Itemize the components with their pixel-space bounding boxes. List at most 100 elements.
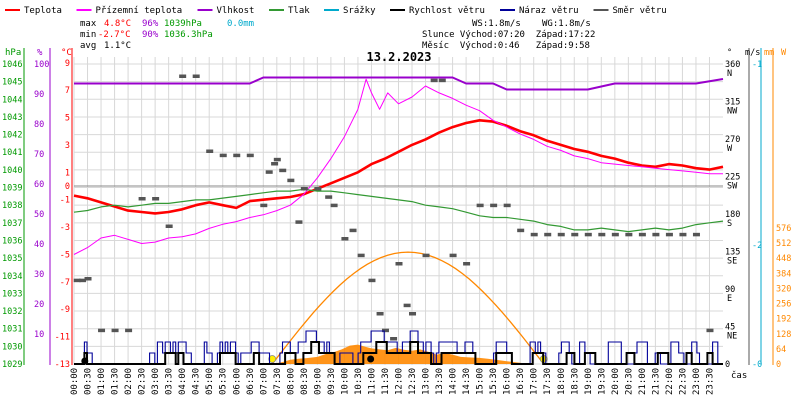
legend-item: Srážky — [324, 6, 376, 16]
stats-min-label: min — [80, 30, 96, 40]
wind-direction-point — [430, 78, 438, 83]
x-tick-label: 05:00 — [205, 368, 215, 395]
series-humidity — [74, 76, 724, 91]
y-tick-wm2: 64 — [776, 345, 786, 355]
wind-direction-point — [273, 157, 281, 162]
y-tick-wm2: 0 — [776, 360, 781, 370]
x-tick-label: 15:00 — [476, 368, 486, 395]
wind-direction-point — [295, 220, 303, 224]
y-tick-hpa: 1037 — [2, 219, 22, 229]
wind-direction-point — [368, 278, 376, 283]
y-tick-direction: 90 — [725, 285, 735, 295]
y-tick-hpa: 1036 — [2, 236, 22, 246]
wind-direction-point — [438, 78, 446, 83]
stats-moon: Měsíc Východ:0:46 Západ:9:58 — [422, 41, 590, 51]
y-tick-hpa: 1035 — [2, 254, 22, 264]
wind-direction-point — [192, 74, 200, 78]
y-tick-wm2: 192 — [776, 315, 791, 325]
wind-direction-point — [219, 153, 227, 158]
y-tick-ms: -2 — [752, 241, 762, 251]
y-tick-wm2: 256 — [776, 300, 791, 310]
legend-item: Rychlost větru — [390, 6, 485, 16]
solar-area — [271, 344, 534, 364]
wind-direction-point — [584, 232, 592, 237]
y-tick-hpa: 1034 — [2, 272, 22, 282]
wind-direction-point — [271, 162, 279, 166]
x-tick-label: 05:30 — [219, 368, 229, 395]
wind-direction-point — [571, 232, 579, 237]
y-tick-wm2: 384 — [776, 269, 791, 279]
x-tick-label: 01:00 — [97, 368, 107, 395]
y-tick-celsius: -3 — [60, 223, 70, 233]
y-tick-percent: 70 — [34, 150, 44, 160]
wind-direction-point — [152, 197, 160, 201]
x-tick-label: 19:00 — [584, 368, 594, 395]
wind-direction-point — [422, 253, 430, 258]
x-tick-label: 17:30 — [543, 368, 553, 395]
stats-avg-temp: 1.1°C — [104, 41, 131, 51]
x-tick-label: 23:00 — [692, 368, 702, 395]
legend-label: Náraz větru — [519, 6, 579, 16]
y-tick-percent: 40 — [34, 240, 44, 250]
y-tick-percent: 10 — [34, 330, 44, 340]
y-tick-direction-name: NE — [727, 332, 737, 342]
y-tick-ms: -1 — [752, 60, 762, 70]
y-tick-direction-name: N — [727, 69, 732, 79]
y-tick-hpa: 1041 — [2, 148, 22, 158]
axis-right-label: ° — [727, 48, 732, 58]
y-tick-percent: 50 — [34, 210, 44, 220]
x-tick-label: 01:30 — [111, 368, 121, 395]
chart-title: 13.2.2023 — [366, 50, 431, 64]
y-tick-celsius: 1 — [65, 168, 70, 178]
y-tick-hpa: 1046 — [2, 60, 22, 70]
y-tick-percent: 30 — [34, 270, 44, 280]
y-tick-celsius: -11 — [55, 333, 70, 343]
axis-right-label: W — [781, 48, 787, 58]
wind-direction-point — [517, 228, 525, 233]
wind-direction-point — [409, 312, 417, 316]
axis-hpa-label: hPa — [5, 48, 21, 58]
wind-direction-point — [376, 312, 384, 316]
x-tick-label: 10:00 — [340, 368, 350, 395]
series-pressure — [73, 188, 724, 233]
sunrise-marker — [268, 355, 277, 363]
wind-direction-point — [625, 232, 633, 237]
legend-item: Náraz větru — [500, 6, 579, 16]
x-tick-label: 14:00 — [449, 368, 459, 395]
axis-percent-label: % — [37, 48, 43, 58]
legend-label: Směr větru — [613, 6, 667, 16]
y-tick-wm2: 448 — [776, 254, 791, 264]
axis-celsius-label: °C — [61, 48, 72, 58]
wind-direction-point — [403, 303, 411, 308]
wind-direction-point — [449, 253, 457, 258]
legend-item: Vlhkost — [197, 6, 254, 16]
y-tick-wm2: 512 — [776, 239, 791, 249]
x-tick-label: 20:00 — [611, 368, 621, 395]
y-tick-hpa: 1039 — [2, 184, 22, 194]
x-tick-label: 12:00 — [395, 368, 405, 395]
wind-direction-point — [73, 278, 81, 283]
x-tick-label: 09:00 — [313, 368, 323, 395]
y-tick-percent: 20 — [34, 300, 44, 310]
y-tick-hpa: 1040 — [2, 166, 22, 176]
x-tick-label: 07:30 — [273, 368, 283, 395]
series-dew — [73, 78, 723, 255]
x-tick-label: 03:00 — [151, 368, 161, 395]
wind-direction-point — [111, 328, 119, 333]
y-tick-direction-name: SE — [727, 257, 737, 267]
x-tick-label: 00:30 — [84, 368, 94, 395]
wind-direction-point — [679, 232, 687, 237]
wind-direction-point — [638, 232, 646, 237]
wind-direction-point — [314, 187, 322, 191]
y-tick-direction: 315 — [725, 98, 740, 108]
y-tick-direction: 360 — [725, 60, 740, 70]
y-tick-wm2: 576 — [776, 224, 791, 234]
wind-direction-point — [598, 232, 606, 237]
y-tick-hpa: 1033 — [2, 289, 22, 299]
wind-direction-point — [300, 187, 308, 191]
y-tick-hpa: 1044 — [2, 95, 22, 105]
y-tick-direction: 180 — [725, 210, 740, 220]
y-tick-celsius: -13 — [55, 360, 70, 370]
wind-direction-point — [125, 328, 133, 333]
wind-direction-point — [557, 232, 565, 237]
